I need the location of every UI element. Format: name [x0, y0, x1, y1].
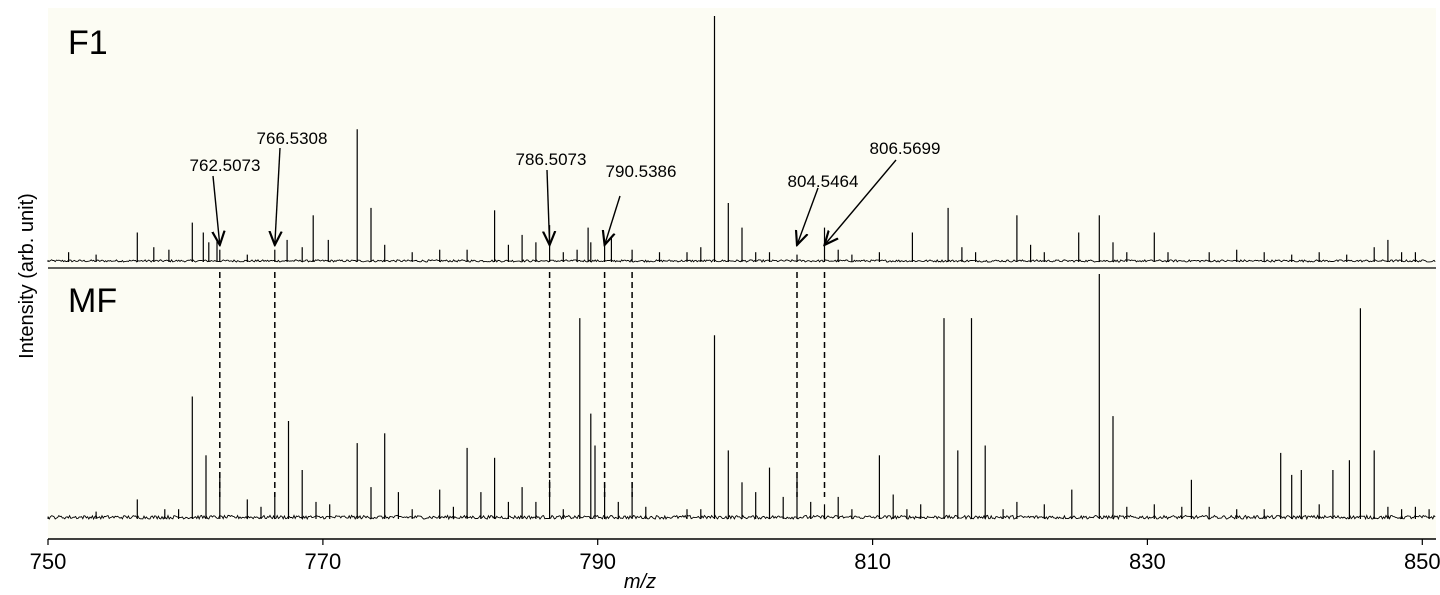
y-axis-title: Intensity (arb. unit) — [16, 193, 38, 359]
x-tick-label: 850 — [1404, 549, 1440, 574]
plot-background — [48, 8, 1436, 539]
peak-annotation-label: 786.5073 — [516, 150, 587, 169]
annotation-arrow — [825, 159, 897, 245]
annotation-arrow — [547, 169, 550, 245]
annotation-arrow — [275, 147, 280, 245]
peak-annotation-label: 804.5464 — [788, 172, 859, 191]
panel-label-f1: F1 — [68, 24, 108, 62]
baseline-noise — [47, 514, 1436, 521]
annotation-arrow — [605, 195, 621, 245]
peak-annotation-label: 762.5073 — [190, 156, 261, 175]
peak-annotation-label: 766.5308 — [257, 129, 328, 148]
peak-annotation-label: 806.5699 — [870, 139, 941, 158]
x-tick-label: 810 — [854, 549, 891, 574]
x-tick-label: 770 — [305, 549, 342, 574]
x-tick-label: 750 — [30, 549, 67, 574]
annotation-arrow — [797, 187, 819, 245]
annotation-arrow — [213, 175, 220, 245]
x-tick-label: 830 — [1129, 549, 1166, 574]
x-axis-title: m/z — [624, 571, 656, 593]
x-tick-label: 790 — [579, 549, 616, 574]
panel-label-mf: MF — [68, 282, 117, 320]
baseline-noise — [47, 259, 1436, 263]
peak-annotation-label: 790.5386 — [606, 162, 677, 181]
spectrum-panel-mf — [47, 274, 1436, 521]
